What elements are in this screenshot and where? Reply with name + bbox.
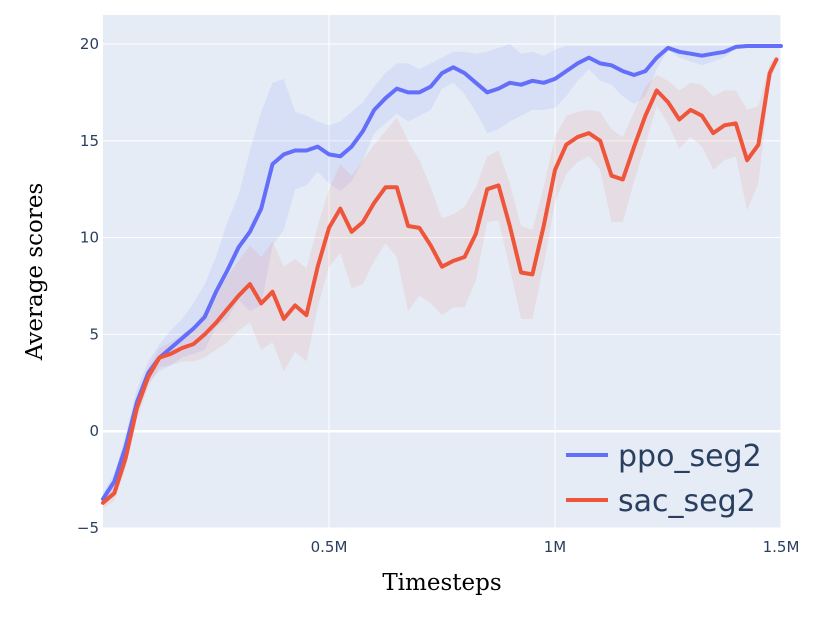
series-lines xyxy=(101,44,783,505)
y-tick-label: 0 xyxy=(89,422,99,440)
y-tick-label: 10 xyxy=(80,229,99,247)
x-tick-label: 1M xyxy=(544,538,567,556)
x-axis-title: Timesteps xyxy=(382,570,501,596)
x-tick-label: 1.5M xyxy=(763,538,800,556)
y-axis-title: Average scores xyxy=(22,183,48,362)
y-tick-label: 20 xyxy=(80,35,99,53)
y-tick-label: −5 xyxy=(77,519,99,537)
y-tick-label: 15 xyxy=(80,132,99,150)
legend-item-ppo_seg2[interactable]: ppo_seg2 xyxy=(566,439,762,474)
legend[interactable]: ppo_seg2 sac_seg2 xyxy=(566,439,762,519)
x-tick-label: 0.5M xyxy=(311,538,348,556)
y-tick-label: 5 xyxy=(89,325,99,343)
y-tick-labels: −5 0 5 10 15 20 xyxy=(77,35,99,537)
x-tick-labels: 0.5M 1M 1.5M xyxy=(311,538,800,556)
series-line-ppo_seg2 xyxy=(101,44,783,501)
series-line-sac_seg2 xyxy=(101,57,779,505)
confidence-band-ppo_seg2 xyxy=(103,44,781,505)
legend-label: ppo_seg2 xyxy=(618,439,762,474)
legend-label: sac_seg2 xyxy=(618,484,756,519)
grid xyxy=(103,15,782,529)
legend-item-sac_seg2[interactable]: sac_seg2 xyxy=(566,484,756,519)
